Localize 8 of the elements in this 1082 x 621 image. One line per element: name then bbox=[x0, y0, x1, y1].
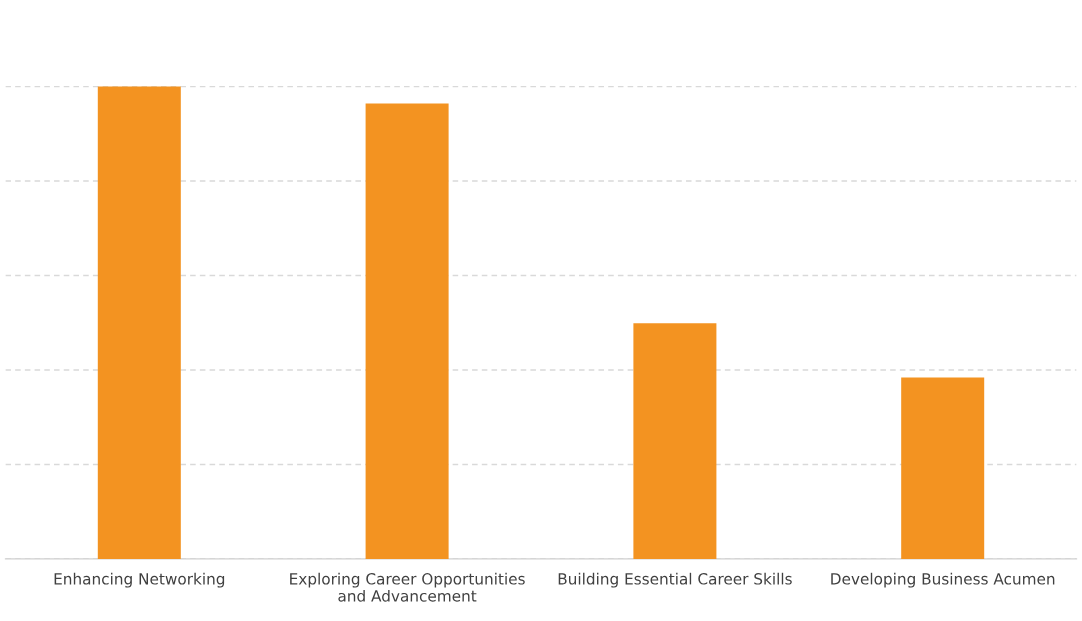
bar bbox=[97, 86, 181, 559]
x-tick-label: Building Essential Career Skills bbox=[558, 572, 792, 588]
bar bbox=[365, 103, 449, 559]
x-tick-label: Exploring Career Opportunities and Advancement bbox=[290, 572, 525, 602]
bar bbox=[633, 323, 717, 559]
x-tick-label: Developing Business Acumen bbox=[831, 572, 1055, 588]
bar bbox=[901, 377, 985, 559]
x-tick-label: Enhancing Networking bbox=[54, 572, 225, 588]
